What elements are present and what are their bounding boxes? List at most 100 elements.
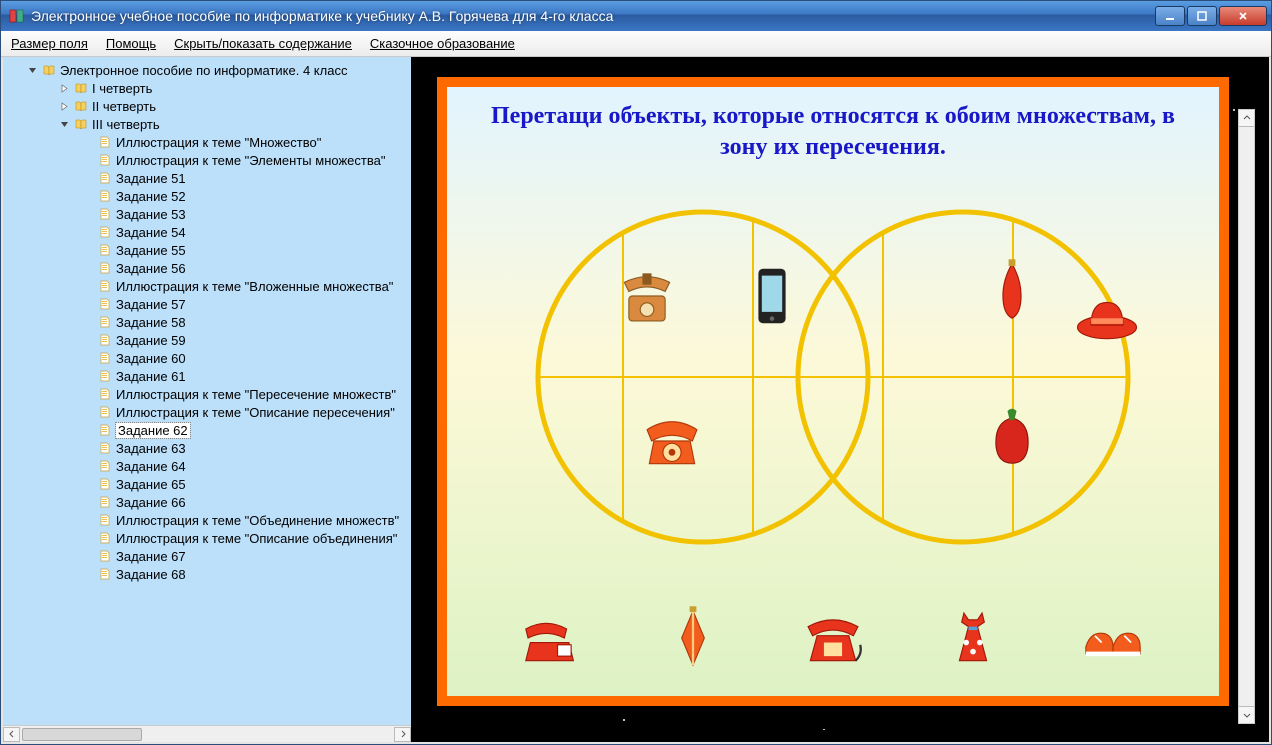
window-title: Электронное учебное пособие по информати… — [31, 8, 1155, 24]
tree-item-label: Задание 52 — [116, 189, 186, 204]
tree-item[interactable]: Иллюстрация к теме "Множество" — [3, 133, 411, 151]
object-smartphone[interactable] — [738, 262, 806, 330]
object-old-phone[interactable] — [613, 262, 681, 330]
content-vscroll[interactable] — [1238, 109, 1255, 724]
object-ornament-drop[interactable] — [978, 257, 1046, 325]
book-icon — [74, 99, 88, 113]
tree-spacer — [83, 155, 94, 166]
menu-field-size[interactable]: Размер поля — [11, 36, 88, 51]
tree-item[interactable]: Задание 62 — [3, 421, 411, 439]
object-rotary-phone[interactable] — [638, 407, 706, 475]
tree-spacer — [83, 245, 94, 256]
scroll-left-button[interactable] — [3, 727, 20, 742]
page-icon — [98, 369, 112, 383]
scroll-track[interactable] — [20, 727, 394, 742]
tree-item[interactable]: Задание 58 — [3, 313, 411, 331]
menu-fairy-edu[interactable]: Сказочное образование — [370, 36, 515, 51]
page-icon — [98, 423, 112, 437]
tree-item-label: Иллюстрация к теме "Пересечение множеств… — [116, 387, 396, 402]
tree-spacer — [83, 479, 94, 490]
tree-item[interactable]: Задание 53 — [3, 205, 411, 223]
page-icon — [98, 153, 112, 167]
page-icon — [98, 531, 112, 545]
tree-item-label: Электронное пособие по информатике. 4 кл… — [60, 63, 347, 78]
tree-item-label: Задание 56 — [116, 261, 186, 276]
tree-item[interactable]: Задание 52 — [3, 187, 411, 205]
scroll-thumb[interactable] — [22, 728, 142, 741]
tree-item[interactable]: Задание 68 — [3, 565, 411, 583]
sidebar: Электронное пособие по информатике. 4 кл… — [3, 57, 411, 742]
tree[interactable]: Электронное пособие по информатике. 4 кл… — [3, 57, 411, 725]
page-icon — [98, 135, 112, 149]
tree-item[interactable]: Задание 63 — [3, 439, 411, 457]
task-card: Перетащи объекты, которые относятся к об… — [447, 87, 1219, 696]
tree-spacer — [83, 353, 94, 364]
collapse-icon[interactable] — [27, 65, 38, 76]
tree-item-label: Задание 54 — [116, 225, 186, 240]
object-fax-phone[interactable] — [519, 604, 587, 672]
scroll-up-button[interactable] — [1239, 110, 1254, 127]
object-hat[interactable] — [1073, 282, 1141, 350]
tree-item[interactable]: Иллюстрация к теме "Пересечение множеств… — [3, 385, 411, 403]
tree-item[interactable]: Задание 65 — [3, 475, 411, 493]
tree-item[interactable]: I четверть — [3, 79, 411, 97]
tree-item[interactable]: Задание 57 — [3, 295, 411, 313]
object-pepper[interactable] — [978, 402, 1046, 470]
page-icon — [98, 279, 112, 293]
page-icon — [98, 243, 112, 257]
tree-item[interactable]: Задание 60 — [3, 349, 411, 367]
object-shoes[interactable] — [1079, 604, 1147, 672]
tree-item[interactable]: Иллюстрация к теме "Элементы множества" — [3, 151, 411, 169]
tree-item[interactable]: Задание 66 — [3, 493, 411, 511]
close-button[interactable] — [1219, 6, 1267, 26]
page-icon — [98, 315, 112, 329]
tree-item[interactable]: Задание 64 — [3, 457, 411, 475]
tree-item[interactable]: Электронное пособие по информатике. 4 кл… — [3, 61, 411, 79]
tree-item[interactable]: Иллюстрация к теме "Описание пересечения… — [3, 403, 411, 421]
page-icon — [98, 549, 112, 563]
tree-item[interactable]: Задание 56 — [3, 259, 411, 277]
tree-item-label: Задание 64 — [116, 459, 186, 474]
page-icon — [98, 261, 112, 275]
page-icon — [98, 405, 112, 419]
tree-spacer — [83, 497, 94, 508]
expand-icon[interactable] — [59, 101, 70, 112]
tree-item[interactable]: Иллюстрация к теме "Объединение множеств… — [3, 511, 411, 529]
tree-item[interactable]: Задание 55 — [3, 241, 411, 259]
tree-spacer — [83, 407, 94, 418]
tree-item[interactable]: Задание 61 — [3, 367, 411, 385]
scroll-right-button[interactable] — [394, 727, 411, 742]
tree-item[interactable]: II четверть — [3, 97, 411, 115]
tree-item[interactable]: Иллюстрация к теме "Описание объединения… — [3, 529, 411, 547]
tree-item[interactable]: III четверть — [3, 115, 411, 133]
tree-spacer — [83, 515, 94, 526]
tree-item-label: Задание 60 — [116, 351, 186, 366]
page-icon — [98, 333, 112, 347]
expand-icon[interactable] — [59, 83, 70, 94]
tree-spacer — [83, 299, 94, 310]
titlebar[interactable]: Электронное учебное пособие по информати… — [1, 1, 1271, 31]
object-dress[interactable] — [939, 604, 1007, 672]
object-ornament-diamond[interactable] — [659, 604, 727, 672]
scroll-down-button[interactable] — [1239, 706, 1254, 723]
menu-help[interactable]: Помощь — [106, 36, 156, 51]
minimize-button[interactable] — [1155, 6, 1185, 26]
tree-item-label: I четверть — [92, 81, 152, 96]
page-icon — [98, 459, 112, 473]
tree-item[interactable]: Задание 59 — [3, 331, 411, 349]
page-icon — [98, 495, 112, 509]
tree-item[interactable]: Задание 51 — [3, 169, 411, 187]
tree-item[interactable]: Задание 54 — [3, 223, 411, 241]
page-icon — [98, 171, 112, 185]
maximize-button[interactable] — [1187, 6, 1217, 26]
tree-item-label: Задание 62 — [116, 423, 190, 438]
venn-diagram[interactable] — [473, 207, 1193, 547]
tree-item[interactable]: Иллюстрация к теме "Вложенные множества" — [3, 277, 411, 295]
tree-item[interactable]: Задание 67 — [3, 547, 411, 565]
menu-toggle-toc[interactable]: Скрыть/показать содержание — [174, 36, 352, 51]
tree-spacer — [83, 281, 94, 292]
object-desk-phone[interactable] — [799, 604, 867, 672]
tree-spacer — [83, 425, 94, 436]
collapse-icon[interactable] — [59, 119, 70, 130]
sidebar-hscroll[interactable] — [3, 725, 411, 742]
